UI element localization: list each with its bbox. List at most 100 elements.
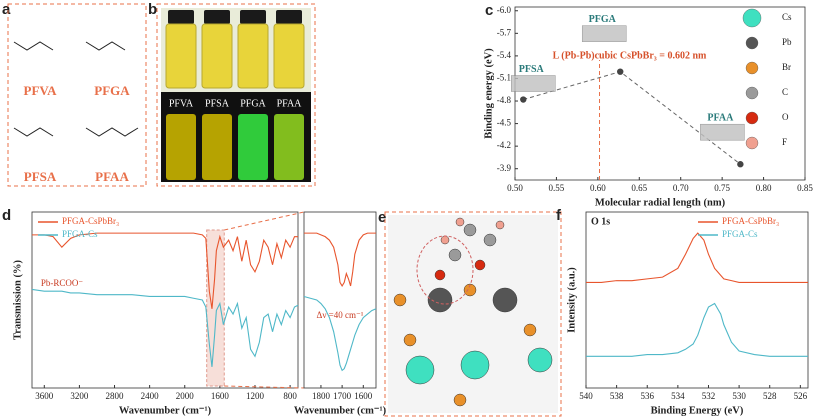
atom xyxy=(460,350,490,380)
molecule-icon xyxy=(700,123,745,141)
panel-label: b xyxy=(148,1,157,18)
series-line xyxy=(303,295,377,372)
vial-glow xyxy=(238,114,268,180)
atom xyxy=(523,323,537,337)
x-tick-label: 3200 xyxy=(70,391,89,401)
panel-box xyxy=(384,211,562,417)
atom xyxy=(527,347,553,373)
vial-label: PFGA xyxy=(240,98,266,109)
legend-label: Cs xyxy=(782,12,792,22)
atom xyxy=(492,287,518,313)
y-tick-label: -5.1 xyxy=(497,73,511,83)
y-tick-label: -4.5 xyxy=(497,118,512,128)
vial-cap xyxy=(168,10,194,24)
series-line xyxy=(586,302,808,357)
molecule-skeleton xyxy=(13,127,54,137)
x-tick-label: 1600 xyxy=(354,391,373,401)
x-tick-label: 0.70 xyxy=(673,183,689,193)
x-tick-label: 2800 xyxy=(106,391,125,401)
vial-cap xyxy=(240,10,266,24)
y-tick-label: -4.8 xyxy=(497,95,512,105)
atom xyxy=(434,269,446,281)
panel-box xyxy=(156,3,316,187)
x-axis-label: Binding Energy (eV) xyxy=(651,405,744,416)
vial-glow xyxy=(202,114,232,180)
data-point xyxy=(520,96,527,103)
plot-frame xyxy=(303,211,377,389)
vial-label: PFAA xyxy=(277,98,303,109)
legend-label: PFGA-CsPbBr₃ xyxy=(62,216,119,226)
x-tick-label: 0.85 xyxy=(797,183,813,193)
atom xyxy=(403,333,417,347)
data-point xyxy=(617,68,624,75)
panel-label: f xyxy=(556,207,562,224)
data-point xyxy=(737,161,744,168)
atom xyxy=(427,287,453,313)
vial xyxy=(165,23,197,89)
plot-frame xyxy=(31,211,299,389)
chart-title: O 1s xyxy=(591,216,610,227)
molecule-icon xyxy=(581,25,627,42)
y-tick-label: -5.7 xyxy=(497,27,512,37)
x-tick-label: 532 xyxy=(702,391,716,401)
molecule-skeleton xyxy=(13,41,54,51)
vial-cap xyxy=(276,10,302,24)
legend-swatch xyxy=(745,86,759,100)
y-tick-label: -4.2 xyxy=(497,140,511,150)
x-tick-label: 2000 xyxy=(176,391,195,401)
x-tick-label: 2400 xyxy=(141,391,160,401)
x-tick-label: 0.80 xyxy=(756,183,772,193)
legend-swatch xyxy=(745,111,759,125)
point-label: PFAA xyxy=(707,113,734,124)
molecule-icon xyxy=(511,75,556,92)
legend-swatch xyxy=(745,61,759,75)
atom xyxy=(453,393,467,407)
vial-label: PFSA xyxy=(205,98,230,109)
highlight-band xyxy=(206,229,225,387)
x-tick-label: 0.75 xyxy=(714,183,730,193)
vial xyxy=(273,23,305,89)
x-tick-label: 1600 xyxy=(211,391,230,401)
x-tick-label: 0.55 xyxy=(549,183,565,193)
molecule-name: PFVA xyxy=(24,83,58,98)
atom xyxy=(393,293,407,307)
legend-label: Pb xyxy=(782,37,792,47)
molecule-name: PFSA xyxy=(24,169,57,184)
point-label: PFGA xyxy=(589,14,617,25)
x-axis-label: Molecular radial length (nm) xyxy=(595,197,726,208)
series-line xyxy=(32,232,298,309)
x-tick-label: 0.60 xyxy=(590,183,606,193)
legend-label: PFGA-Cs xyxy=(62,229,98,239)
legend-label: Br xyxy=(782,62,791,72)
x-tick-label: 3600 xyxy=(35,391,54,401)
legend-label: C xyxy=(782,87,788,97)
plot-frame xyxy=(514,6,806,181)
vial-glow xyxy=(274,114,304,180)
annotation: Pb-RCOO⁻ xyxy=(41,278,84,288)
vial-glow xyxy=(166,114,196,180)
vial-label: PFVA xyxy=(169,98,194,109)
y-tick-label: -5.4 xyxy=(497,50,512,60)
panel-box xyxy=(7,3,147,187)
vial-cap xyxy=(204,10,230,24)
x-tick-label: 536 xyxy=(640,391,654,401)
series-line xyxy=(304,232,376,287)
legend-label: F xyxy=(782,137,787,147)
annotation: L (Pb-Pb)cubic CsPbBr₃ = 0.602 nm xyxy=(553,50,707,61)
x-tick-label: 800 xyxy=(283,391,297,401)
atom xyxy=(440,235,450,245)
atom xyxy=(483,233,497,247)
atom xyxy=(495,220,505,230)
x-tick-label: 1800 xyxy=(312,391,331,401)
zoom-guide xyxy=(224,385,305,389)
plot-frame xyxy=(585,211,809,389)
series-line xyxy=(586,232,808,283)
molecule-name: PFGA xyxy=(94,83,130,98)
atom xyxy=(405,355,435,385)
legend-label: PFGA-Cs xyxy=(722,229,758,239)
y-tick-label: -6.0 xyxy=(497,5,512,15)
panel-label: a xyxy=(2,1,11,18)
x-tick-label: 528 xyxy=(763,391,777,401)
annotation: Δν =40 cm⁻¹ xyxy=(317,310,364,320)
